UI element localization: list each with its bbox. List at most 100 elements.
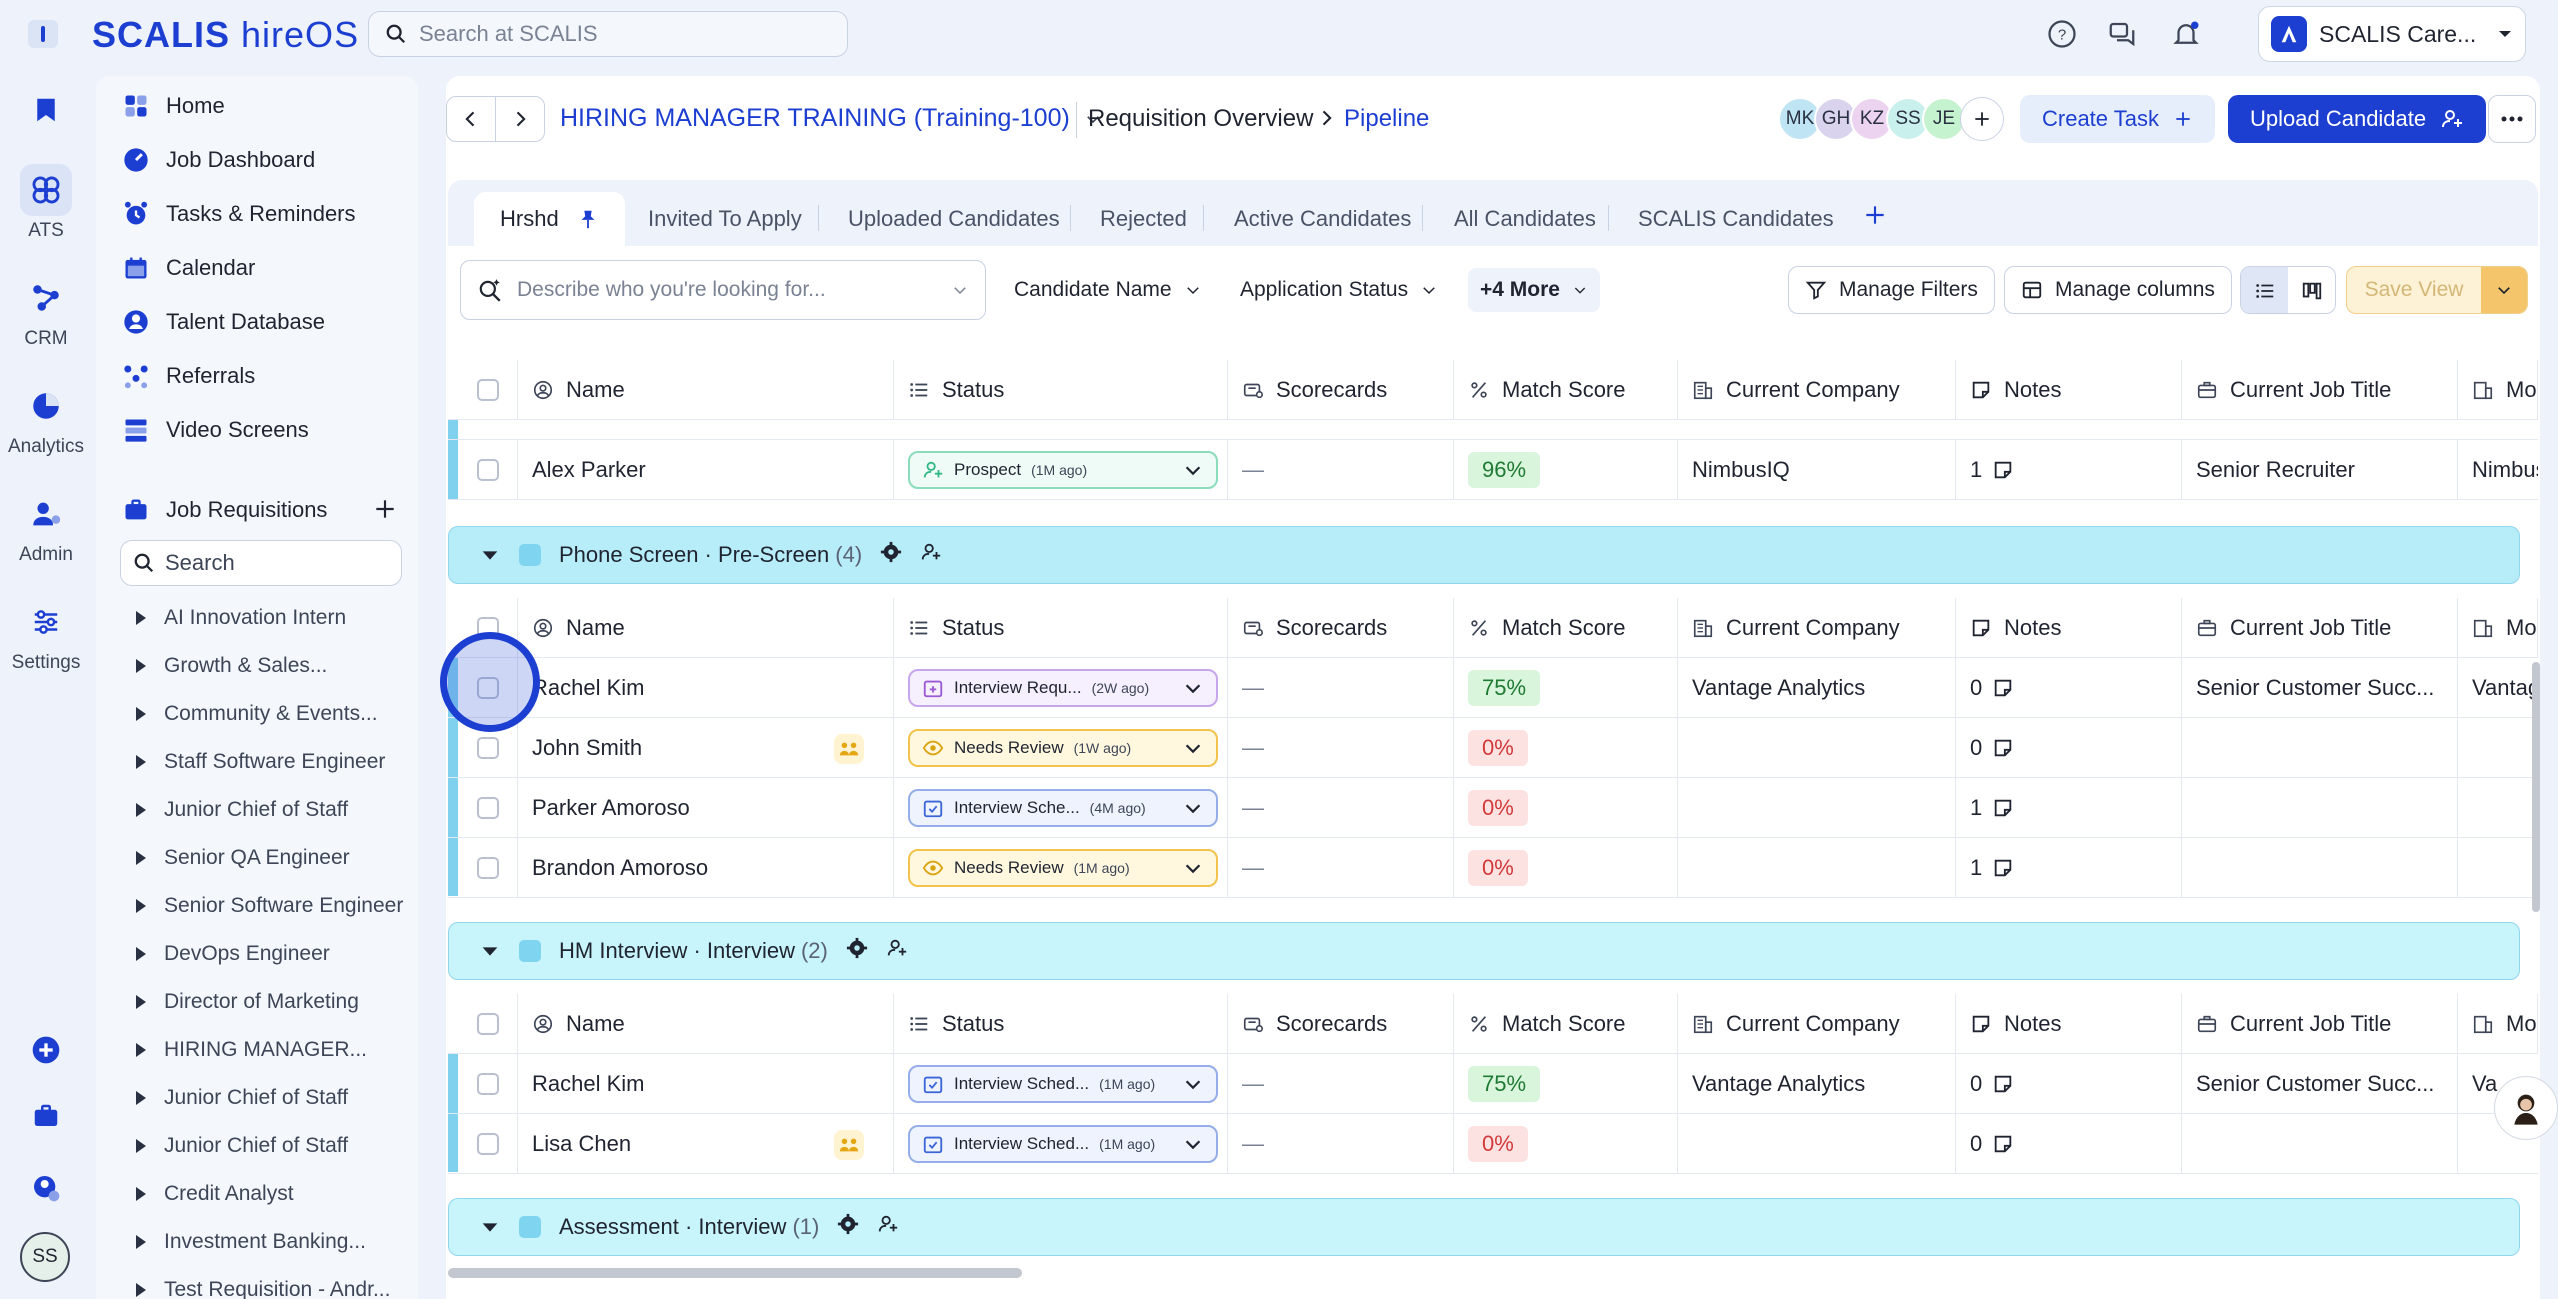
candidate-name-filter[interactable]: Candidate Name	[1014, 268, 1202, 312]
tab-scalis-candidates[interactable]: SCALIS Candidates	[1638, 206, 1834, 231]
chat-icon[interactable]	[2104, 16, 2140, 52]
requisition-item[interactable]: HIRING MANAGER...	[136, 1038, 367, 1062]
requisition-item[interactable]: Growth & Sales...	[136, 654, 327, 678]
select-all-checkbox[interactable]	[476, 1013, 499, 1035]
user-avatar[interactable]: SS	[20, 1232, 70, 1282]
breadcrumb-requisition-overview[interactable]: Requisition Overview	[1088, 105, 1314, 132]
stage-add-candidate-button[interactable]	[877, 1213, 899, 1241]
rail-admin[interactable]: Admin	[0, 488, 92, 566]
expand-triangle-icon[interactable]	[136, 1043, 146, 1057]
requisition-item[interactable]: Investment Banking...	[136, 1230, 366, 1254]
notes-cell[interactable]: 1	[1956, 838, 2182, 898]
status-dropdown[interactable]: Needs Review (1M ago)	[908, 849, 1218, 887]
table-row[interactable]: Rachel Kim Interview Requ... (2W ago) — 75% V…	[448, 658, 2538, 718]
requisition-item[interactable]: Senior Software Engineer	[136, 894, 403, 918]
column-header[interactable]: Name	[518, 994, 894, 1054]
notes-cell[interactable]: 0	[1956, 718, 2182, 778]
column-header[interactable]: Mo	[2458, 994, 2538, 1054]
candidate-name[interactable]: Parker Amoroso	[518, 778, 894, 838]
back-button[interactable]	[446, 96, 496, 142]
candidate-name[interactable]: Rachel Kim	[518, 658, 894, 718]
tab-active-candidates[interactable]: Active Candidates	[1234, 206, 1412, 231]
support-chat-avatar[interactable]	[2494, 1076, 2558, 1140]
more-filters-button[interactable]: +4 More	[1468, 268, 1600, 312]
expand-triangle-icon[interactable]	[136, 899, 146, 913]
rail-jobs[interactable]	[0, 1090, 92, 1146]
candidate-name[interactable]: Alex Parker	[518, 440, 894, 500]
expand-triangle-icon[interactable]	[136, 1283, 146, 1297]
nav-referrals[interactable]: Referrals	[120, 360, 255, 392]
job-title-dropdown[interactable]: HIRING MANAGER TRAINING (Training-100)	[560, 104, 1102, 133]
column-header[interactable]: Current Job Title	[2182, 360, 2458, 420]
rail-analytics[interactable]: Analytics	[0, 380, 92, 458]
pipeline-stage-header[interactable]: Assessment · Interview (1)	[448, 1198, 2520, 1256]
column-header[interactable]: Name	[518, 598, 894, 658]
expand-triangle-icon[interactable]	[136, 1235, 146, 1249]
ai-candidate-search-input[interactable]: Describe who you're looking for...	[460, 260, 986, 320]
kanban-view-icon[interactable]	[2288, 267, 2335, 313]
row-checkbox[interactable]	[476, 857, 499, 879]
expand-triangle-icon[interactable]	[136, 947, 146, 961]
requisition-item[interactable]: DevOps Engineer	[136, 942, 330, 966]
create-task-button[interactable]: Create Task	[2020, 95, 2215, 143]
avatar-gh[interactable]: GH	[1814, 97, 1858, 141]
more-options-button[interactable]	[2488, 95, 2536, 143]
stage-add-candidate-button[interactable]	[886, 937, 908, 965]
application-status-filter[interactable]: Application Status	[1240, 268, 1438, 312]
rail-workspace[interactable]	[0, 84, 92, 140]
status-dropdown[interactable]: Interview Sche... (4M ago)	[908, 789, 1218, 827]
expand-triangle-icon[interactable]	[136, 1187, 146, 1201]
requisition-item[interactable]: Credit Analyst	[136, 1182, 294, 1206]
column-header[interactable]: Match Score	[1454, 598, 1678, 658]
organization-switcher[interactable]: SCALIS Care...	[2258, 6, 2526, 62]
column-header[interactable]: Mo	[2458, 598, 2538, 658]
nav-job-requisitions[interactable]: Job Requisitions	[120, 494, 327, 526]
rail-profile-settings[interactable]	[0, 1162, 92, 1218]
nav-video-screens[interactable]: Video Screens	[120, 414, 309, 446]
expand-triangle-icon[interactable]	[136, 659, 146, 673]
candidate-name[interactable]: Lisa Chen	[518, 1114, 894, 1174]
candidate-name[interactable]: John Smith	[518, 718, 894, 778]
nav-home[interactable]: Home	[120, 90, 225, 122]
row-checkbox[interactable]	[476, 797, 499, 819]
requisition-item[interactable]: Senior QA Engineer	[136, 846, 350, 870]
expand-triangle-icon[interactable]	[136, 1091, 146, 1105]
requisition-search-input[interactable]: Search	[120, 540, 402, 586]
expand-triangle-icon[interactable]	[136, 803, 146, 817]
tab-uploaded-candidates[interactable]: Uploaded Candidates	[848, 206, 1060, 231]
candidate-name[interactable]: Rachel Kim	[518, 1054, 894, 1114]
status-dropdown[interactable]: Interview Sched... (1M ago)	[908, 1125, 1218, 1163]
requisition-item[interactable]: Test Requisition - Andr...	[136, 1278, 390, 1299]
pipeline-stage-header[interactable]: Phone Screen · Pre-Screen (4)	[448, 526, 2520, 584]
requisition-item[interactable]: Junior Chief of Staff	[136, 1086, 348, 1110]
add-requisition-button[interactable]	[372, 496, 398, 527]
column-header[interactable]: Status	[894, 598, 1228, 658]
rail-add[interactable]	[0, 1024, 92, 1080]
column-header[interactable]: Status	[894, 994, 1228, 1054]
horizontal-scrollbar[interactable]	[448, 1268, 1022, 1278]
column-header[interactable]: Scorecards	[1228, 598, 1454, 658]
notes-cell[interactable]: 0	[1956, 658, 2182, 718]
upload-candidate-button[interactable]: Upload Candidate	[2228, 95, 2487, 143]
pipeline-stage-header[interactable]: HM Interview · Interview (2)	[448, 922, 2520, 980]
rail-crm[interactable]: CRM	[0, 272, 92, 350]
tab-rejected[interactable]: Rejected	[1100, 206, 1187, 231]
expand-triangle-icon[interactable]	[136, 707, 146, 721]
stage-settings-button[interactable]	[846, 937, 868, 965]
column-header[interactable]: Notes	[1956, 598, 2182, 658]
sidebar-toggle-icon[interactable]	[28, 20, 58, 48]
notes-cell[interactable]: 1	[1956, 778, 2182, 838]
status-dropdown[interactable]: Interview Requ... (2W ago)	[908, 669, 1218, 707]
expand-triangle-icon[interactable]	[136, 611, 146, 625]
row-checkbox[interactable]	[476, 1133, 499, 1155]
column-header[interactable]: Scorecards	[1228, 360, 1454, 420]
help-icon[interactable]: ?	[2044, 16, 2080, 52]
notes-cell[interactable]: 1	[1956, 440, 2182, 500]
candidate-name[interactable]: Brandon Amoroso	[518, 838, 894, 898]
row-checkbox[interactable]	[476, 459, 499, 481]
status-dropdown[interactable]: Prospect (1M ago)	[908, 451, 1218, 489]
tab-hrshd[interactable]: Hrshd	[474, 192, 625, 246]
stage-add-candidate-button[interactable]	[920, 541, 942, 569]
column-header[interactable]: Scorecards	[1228, 994, 1454, 1054]
nav-talent-database[interactable]: Talent Database	[120, 306, 325, 338]
